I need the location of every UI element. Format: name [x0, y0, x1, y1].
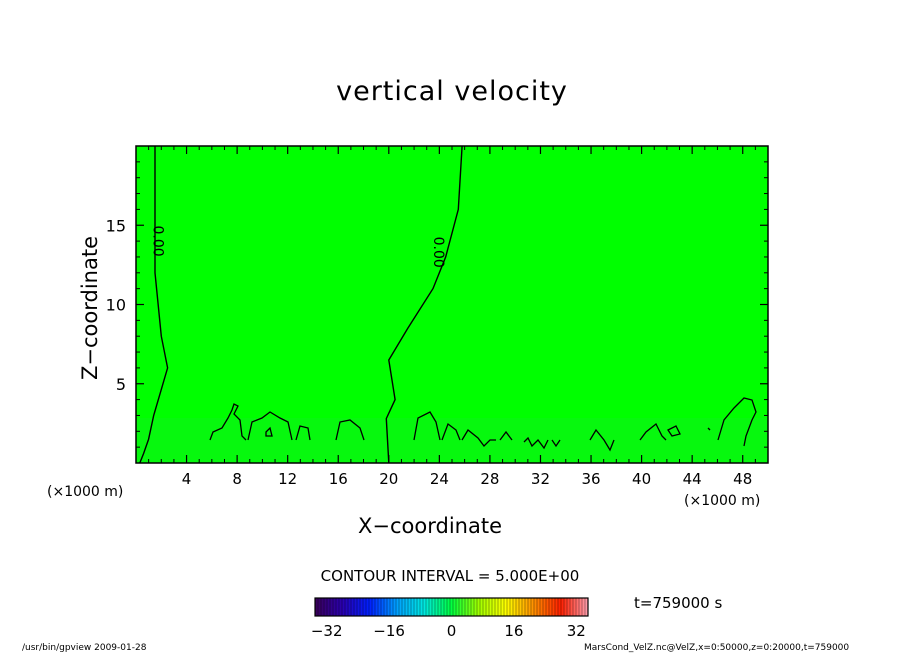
contour-interval: CONTOUR INTERVAL = 5.000E+00 [320, 567, 580, 585]
x-tick-label: 48 [733, 470, 752, 488]
colorbar-gradient [315, 598, 588, 616]
x-axis-label: X−coordinate [358, 514, 502, 538]
colorbar-tick-label: 32 [567, 622, 586, 640]
footer-left: /usr/bin/gpview 2009-01-28 [22, 643, 147, 653]
contour-label: 0.00 [149, 226, 165, 257]
time-label: t=759000 s [634, 594, 723, 612]
z-unit-label: (×1000 m) [47, 484, 124, 500]
colorbar: −32 −16 0 16 32 [311, 597, 589, 640]
x-axis-ticks: 4 8 12 16 20 24 28 32 36 40 44 48 [148, 146, 756, 488]
x-tick-label: 8 [232, 470, 242, 488]
contour-group [139, 145, 463, 464]
y-tick-label: 15 [106, 216, 126, 235]
zero-contour-line [385, 145, 463, 464]
y-axis-ticks: 5 10 15 [106, 161, 768, 448]
colorbar-frame [314, 597, 589, 617]
x-tick-label: 4 [182, 470, 192, 488]
surface-band [136, 418, 768, 463]
x-tick-label: 12 [278, 470, 297, 488]
x-tick-label: 44 [683, 470, 702, 488]
plot-field [136, 146, 768, 463]
y-tick-label: 10 [106, 296, 126, 315]
x-tick-label: 32 [531, 470, 550, 488]
surface-contours [209, 397, 757, 452]
x-tick-label: 24 [430, 470, 449, 488]
colorbar-tick-label: −32 [311, 622, 343, 640]
y-tick-label: 5 [116, 375, 126, 394]
contour-label: 0.00 [430, 237, 446, 268]
x-tick-label: 40 [632, 470, 651, 488]
zero-contour-line [139, 146, 169, 464]
x-unit-label: (×1000 m) [684, 493, 761, 509]
colorbar-tick-label: −16 [373, 622, 405, 640]
footer-right: MarsCond_VelZ.nc@VelZ,x=0:50000,z=0:2000… [584, 643, 850, 653]
colorbar-tick-label: 16 [504, 622, 523, 640]
contour-labels: 0.00 0.00 [149, 226, 446, 268]
chart-title: vertical velocity [336, 76, 568, 107]
colorbar-tick-label: 0 [447, 622, 457, 640]
x-tick-label: 28 [480, 470, 499, 488]
x-tick-label: 16 [329, 470, 348, 488]
x-tick-label: 20 [379, 470, 398, 488]
y-axis-label: Z−coordinate [78, 236, 102, 380]
x-tick-label: 36 [581, 470, 600, 488]
